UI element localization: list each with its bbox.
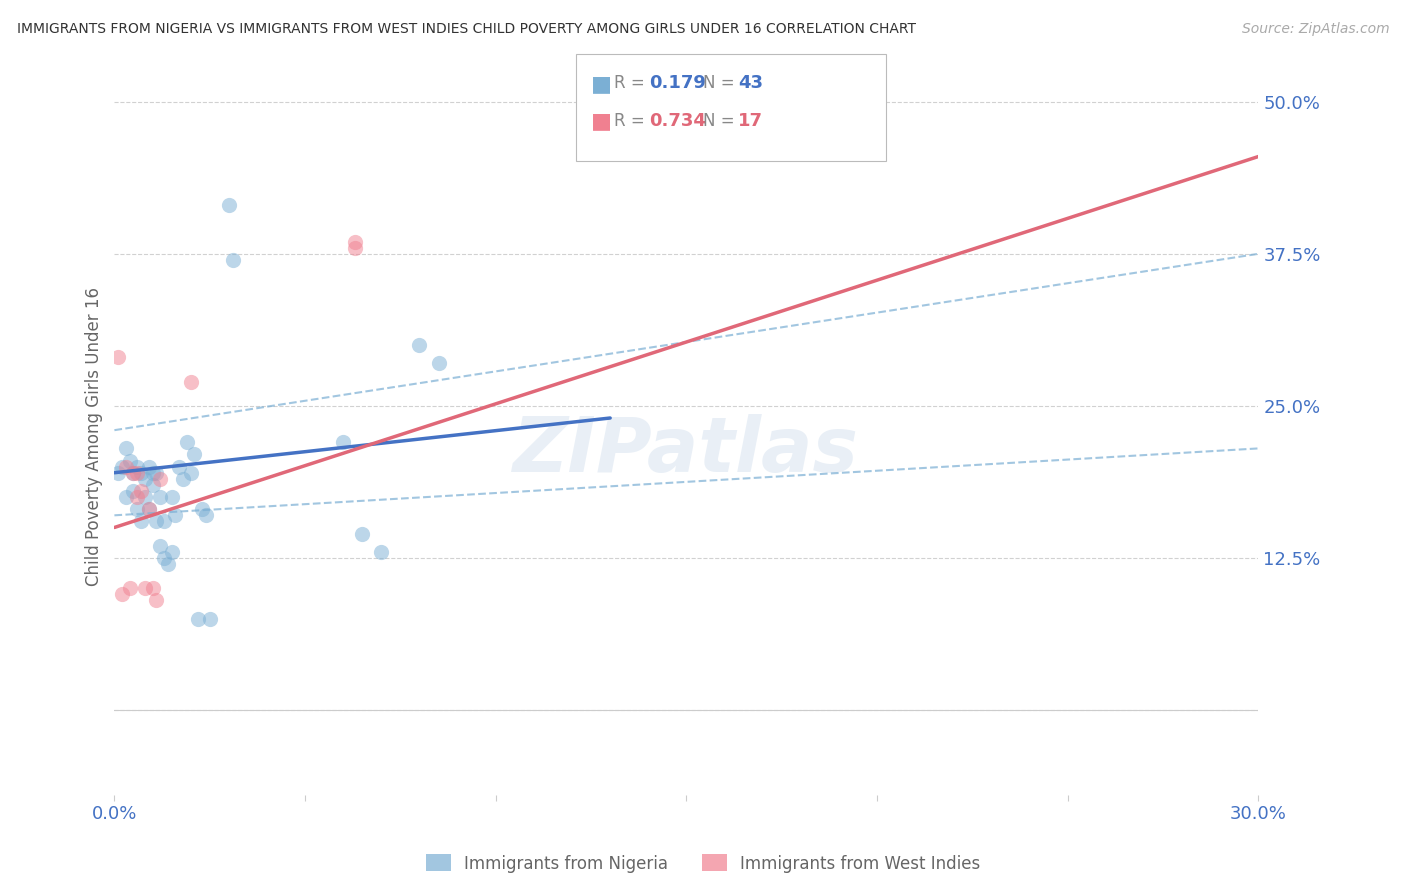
Point xyxy=(127,490,149,504)
Point xyxy=(160,545,183,559)
Point xyxy=(194,508,217,523)
Point xyxy=(107,350,129,364)
Point xyxy=(129,466,152,480)
Point xyxy=(127,502,149,516)
Point xyxy=(187,612,209,626)
Point xyxy=(138,502,160,516)
Text: N =: N = xyxy=(703,74,740,92)
Text: N =: N = xyxy=(703,112,740,129)
Point xyxy=(122,466,145,480)
Point xyxy=(138,459,160,474)
Point xyxy=(129,515,152,529)
Point xyxy=(115,442,138,456)
Point xyxy=(149,472,172,486)
Point xyxy=(427,356,450,370)
Y-axis label: Child Poverty Among Girls Under 16: Child Poverty Among Girls Under 16 xyxy=(86,286,103,586)
Point xyxy=(118,582,141,596)
Text: 43: 43 xyxy=(738,74,763,92)
Point xyxy=(127,466,149,480)
Text: R =: R = xyxy=(614,112,651,129)
Point xyxy=(149,539,172,553)
Point xyxy=(111,587,134,601)
Point xyxy=(122,466,145,480)
Point xyxy=(111,459,134,474)
Point xyxy=(332,435,354,450)
Point xyxy=(183,448,205,462)
Text: ■: ■ xyxy=(591,112,612,131)
Text: ZIPatlas: ZIPatlas xyxy=(513,414,859,488)
Point xyxy=(122,483,145,498)
Point xyxy=(180,466,202,480)
Text: R =: R = xyxy=(614,74,651,92)
Point xyxy=(180,375,202,389)
Text: 17: 17 xyxy=(738,112,763,129)
Point xyxy=(160,490,183,504)
Point xyxy=(370,545,392,559)
Point xyxy=(198,612,221,626)
Point xyxy=(115,490,138,504)
Point xyxy=(118,453,141,467)
Point xyxy=(153,515,176,529)
Text: IMMIGRANTS FROM NIGERIA VS IMMIGRANTS FROM WEST INDIES CHILD POVERTY AMONG GIRLS: IMMIGRANTS FROM NIGERIA VS IMMIGRANTS FR… xyxy=(17,22,915,37)
Point xyxy=(221,252,243,267)
Point xyxy=(134,490,156,504)
Text: ■: ■ xyxy=(591,74,612,94)
Point xyxy=(138,502,160,516)
Point xyxy=(218,198,240,212)
Point xyxy=(172,472,194,486)
Point xyxy=(145,515,167,529)
Point xyxy=(191,502,214,516)
Point xyxy=(145,593,167,607)
Point xyxy=(141,466,163,480)
Point xyxy=(343,235,366,249)
Point xyxy=(145,466,167,480)
Point xyxy=(176,435,198,450)
Text: Source: ZipAtlas.com: Source: ZipAtlas.com xyxy=(1241,22,1389,37)
Point xyxy=(167,459,190,474)
Point xyxy=(343,241,366,255)
Point xyxy=(129,483,152,498)
Point xyxy=(165,508,187,523)
Legend: Immigrants from Nigeria, Immigrants from West Indies: Immigrants from Nigeria, Immigrants from… xyxy=(419,847,987,880)
Point xyxy=(107,466,129,480)
Point xyxy=(141,582,163,596)
Point xyxy=(156,557,179,571)
Point xyxy=(408,338,430,352)
Point xyxy=(141,478,163,492)
Text: 0.179: 0.179 xyxy=(650,74,706,92)
Point xyxy=(134,472,156,486)
Text: 0.734: 0.734 xyxy=(650,112,706,129)
Point xyxy=(352,526,374,541)
Point xyxy=(153,550,176,565)
Point xyxy=(127,459,149,474)
Point xyxy=(134,582,156,596)
Point xyxy=(149,490,172,504)
Point xyxy=(115,459,138,474)
Point xyxy=(675,144,697,158)
